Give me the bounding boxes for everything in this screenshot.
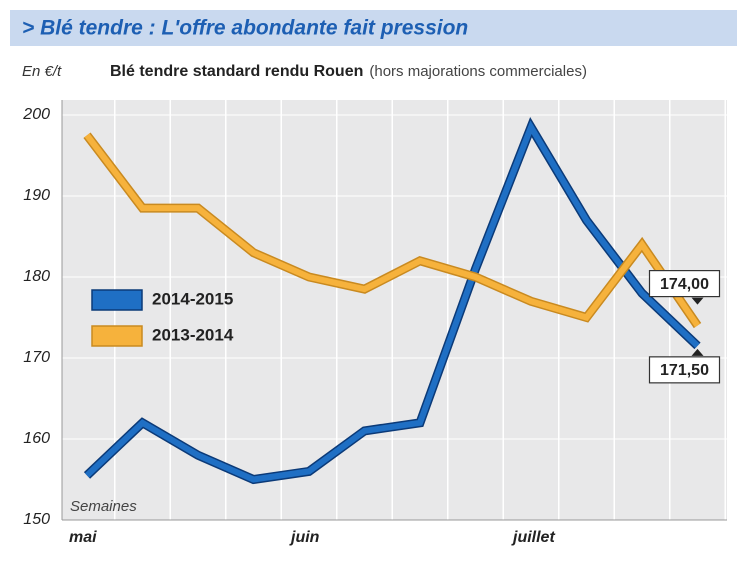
subtitle: Blé tendre standard rendu Rouen (hors maj… [110,63,587,80]
line [84,120,700,483]
legend-swatch [91,325,143,347]
y-tick-label: 190 [23,187,50,204]
value-label-box [648,270,721,298]
plot-area [62,100,727,520]
legend-swatch [91,289,143,311]
legend-label: 2014-2015 [152,289,233,308]
y-tick-label: 200 [22,106,50,123]
y-tick-label: 170 [23,349,50,366]
line [84,133,700,328]
x-axis-label: Semaines [70,498,137,515]
value-label-box [648,356,721,384]
unit-label: En €/t [22,63,62,80]
y-tick-label: 160 [23,430,50,447]
value-label-pointer [691,348,704,356]
value-label-pointer [691,297,704,305]
x-tick-label: mai [69,529,97,546]
value-label: 171,50 [660,362,709,379]
subtitle-note: (hors majorations commerciales) [369,63,587,80]
legend-label: 2013-2014 [152,325,234,344]
x-tick-label: juin [289,529,320,546]
subtitle-main: Blé tendre standard rendu Rouen [110,63,363,80]
chart-title: > Blé tendre : L'offre abondante fait pr… [22,17,468,40]
plot: mai juin juillet 150 160 170 180 190 200 Semaines… [22,100,727,546]
title-band [10,10,737,46]
y-tick-label: 150 [23,511,50,528]
x-tick-label: juillet [511,529,555,546]
value-label: 174,00 [660,276,709,293]
y-tick-label: 180 [23,268,50,285]
